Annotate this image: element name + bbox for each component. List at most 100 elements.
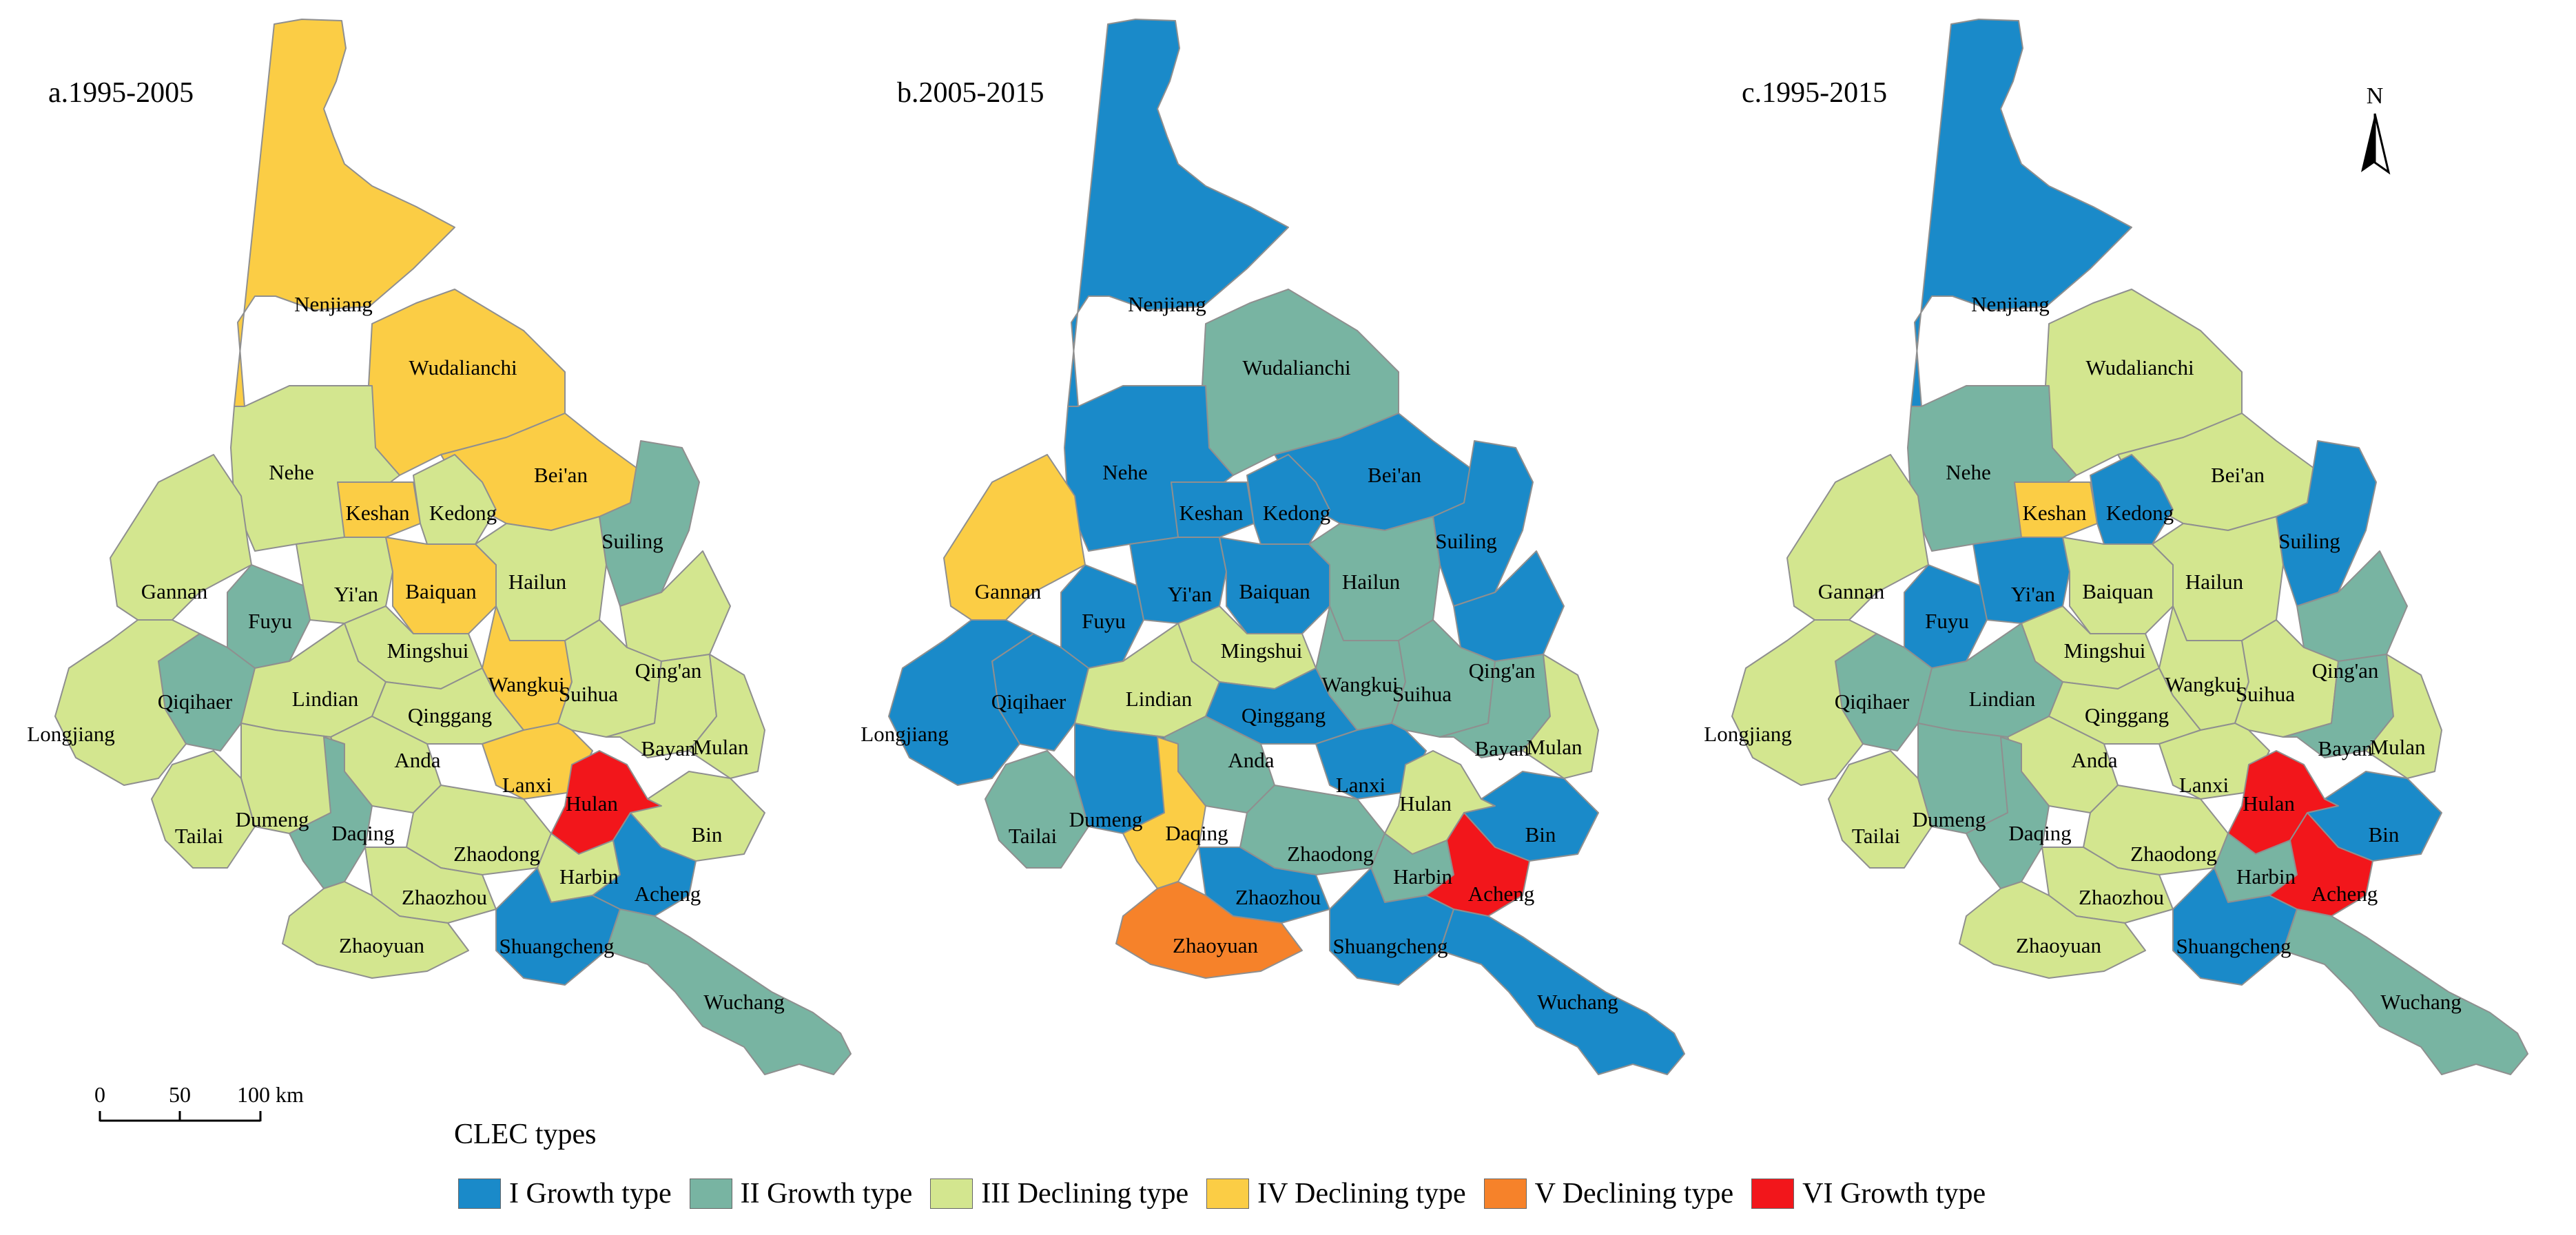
- county-label-nehe: Nehe: [1946, 460, 1990, 484]
- county-label-shuangcheng: Shuangcheng: [499, 934, 614, 958]
- legend-swatch-iii: [930, 1179, 973, 1209]
- county-label-keshan: Keshan: [2023, 501, 2087, 525]
- county-baiquan: [385, 537, 497, 634]
- county-zhaoyuan: [282, 881, 469, 979]
- county-acheng: [1425, 812, 1530, 917]
- county-label-suiling: Suiling: [1435, 529, 1497, 553]
- county-tailai: [985, 750, 1089, 869]
- county-label-baiquan: Baiquan: [1239, 579, 1310, 603]
- county-label-lindian: Lindian: [1126, 687, 1193, 711]
- county-label-qinggang: Qinggang: [1241, 703, 1326, 727]
- county-label-bin: Bin: [2369, 822, 2400, 847]
- county-label-shuangcheng: Shuangcheng: [1332, 934, 1447, 958]
- county-label-baiquan: Baiquan: [2082, 579, 2154, 603]
- county-label-nenjiang: Nenjiang: [1128, 292, 1206, 316]
- county-label-wudalianchi: Wudalianchi: [409, 355, 517, 380]
- county-label-suiling: Suiling: [2278, 529, 2340, 553]
- county-tailai: [1828, 750, 1933, 869]
- county-zhaoyuan: [1115, 881, 1303, 979]
- legend: I Growth type II Growth type III Declini…: [458, 1174, 2003, 1214]
- county-label-bin: Bin: [692, 822, 723, 847]
- county-nenjiang: [234, 19, 455, 407]
- county-label-mingshui: Mingshui: [1221, 639, 1303, 663]
- county-suiling: [1432, 440, 1534, 607]
- scale-bar: 0 50 100 km: [94, 1082, 304, 1122]
- county-lanxi: [1315, 723, 1427, 800]
- county-longjiang: [54, 619, 200, 786]
- county-label-mulan: Mulan: [693, 735, 749, 759]
- legend-swatch-iv: [1206, 1179, 1250, 1209]
- county-longjiang: [1731, 619, 1877, 786]
- county-label-bayan: Bayan: [641, 736, 696, 760]
- county-label-hailun: Hailun: [2185, 570, 2244, 594]
- county-wuchang: [606, 909, 852, 1075]
- county-label-suihua: Suihua: [2236, 682, 2295, 706]
- county-label-mulan: Mulan: [2370, 735, 2426, 759]
- legend-swatch-i: [458, 1179, 501, 1209]
- north-arrow: N: [2361, 83, 2391, 175]
- county-label-wuchang: Wuchang: [1537, 990, 1618, 1014]
- county-label-kedong: Kedong: [2106, 501, 2174, 525]
- county-label-nehe: Nehe: [1102, 460, 1147, 484]
- county-wuchang: [1439, 909, 1685, 1075]
- county-label-gannan: Gannan: [141, 579, 208, 603]
- county-lanxi: [482, 723, 593, 800]
- county-wuchang: [2283, 909, 2528, 1075]
- county-label-tailai: Tailai: [1852, 824, 1901, 848]
- county-label-bei-an: Bei'an: [1368, 463, 1421, 487]
- county-label-wangkui: Wangkui: [488, 672, 565, 696]
- county-label-zhaoyuan: Zhaoyuan: [2016, 933, 2101, 957]
- legend-item-ii-growth: II Growth type: [689, 1177, 913, 1210]
- legend-swatch-vi: [1751, 1179, 1795, 1209]
- county-label-qiqihaer: Qiqihaer: [991, 689, 1067, 714]
- county-label-daqing: Daqing: [2008, 821, 2071, 845]
- county-label-qinggang: Qinggang: [408, 703, 492, 727]
- legend-swatch-v: [1483, 1179, 1527, 1209]
- county-label-wangkui: Wangkui: [1321, 672, 1399, 696]
- county-label-mingshui: Mingshui: [2064, 639, 2146, 663]
- county-label-tailai: Tailai: [175, 824, 224, 848]
- county-label-anda: Anda: [2071, 748, 2117, 772]
- county-label-zhaodong: Zhaodong: [453, 842, 540, 866]
- county-label-longjiang: Longjiang: [27, 722, 114, 746]
- county-label-lanxi: Lanxi: [2179, 773, 2229, 797]
- county-label-dumeng: Dumeng: [1069, 807, 1143, 831]
- county-suiling: [599, 440, 700, 607]
- county-label-nenjiang: Nenjiang: [1971, 292, 2050, 316]
- county-label-hailun: Hailun: [508, 570, 567, 594]
- county-mulan: [1522, 654, 1599, 779]
- county-label-acheng: Acheng: [1468, 882, 1534, 906]
- county-longjiang: [888, 619, 1034, 786]
- county-label-mulan: Mulan: [1527, 735, 1583, 759]
- legend-item-iv-declining: IV Declining type: [1206, 1177, 1466, 1210]
- county-label-fuyu: Fuyu: [248, 609, 292, 633]
- county-labels-b: Nenjiang Wudalianchi Nehe Bei'an Keshan Kedon…: [861, 292, 1618, 1014]
- legend-label-ii: II Growth type: [740, 1178, 913, 1210]
- county-label-dumeng: Dumeng: [236, 807, 309, 831]
- county-label-lanxi: Lanxi: [1336, 773, 1386, 797]
- county-label-yi-an: Yi'an: [2011, 582, 2056, 606]
- county-label-daqing: Daqing: [1165, 821, 1228, 845]
- legend-title: CLEC types: [454, 1119, 597, 1150]
- county-label-zhaoyuan: Zhaoyuan: [1173, 933, 1258, 957]
- county-label-qing-an: Qing'an: [1469, 658, 1536, 683]
- county-label-dumeng: Dumeng: [1913, 807, 1986, 831]
- county-kedong: [2090, 454, 2174, 545]
- county-label-daqing: Daqing: [331, 821, 394, 845]
- county-label-zhaozhou: Zhaozhou: [2079, 885, 2164, 909]
- panel-title-a: a.1995-2005: [48, 77, 194, 109]
- county-label-hulan: Hulan: [2243, 791, 2295, 816]
- county-label-hulan: Hulan: [566, 791, 618, 816]
- county-shapes-c: [1731, 19, 2528, 1075]
- county-lanxi: [2158, 723, 2270, 800]
- county-label-bayan: Bayan: [1474, 736, 1529, 760]
- county-label-acheng: Acheng: [2311, 882, 2378, 906]
- county-label-wuchang: Wuchang: [703, 990, 785, 1014]
- county-labels-c: Nenjiang Wudalianchi Nehe Bei'an Keshan Kedon…: [1704, 292, 2461, 1014]
- county-label-qing-an: Qing'an: [635, 658, 702, 683]
- legend-item-i-growth: I Growth type: [458, 1177, 672, 1210]
- legend-label-v: V Declining type: [1534, 1178, 1734, 1210]
- legend-label-i: I Growth type: [509, 1178, 672, 1210]
